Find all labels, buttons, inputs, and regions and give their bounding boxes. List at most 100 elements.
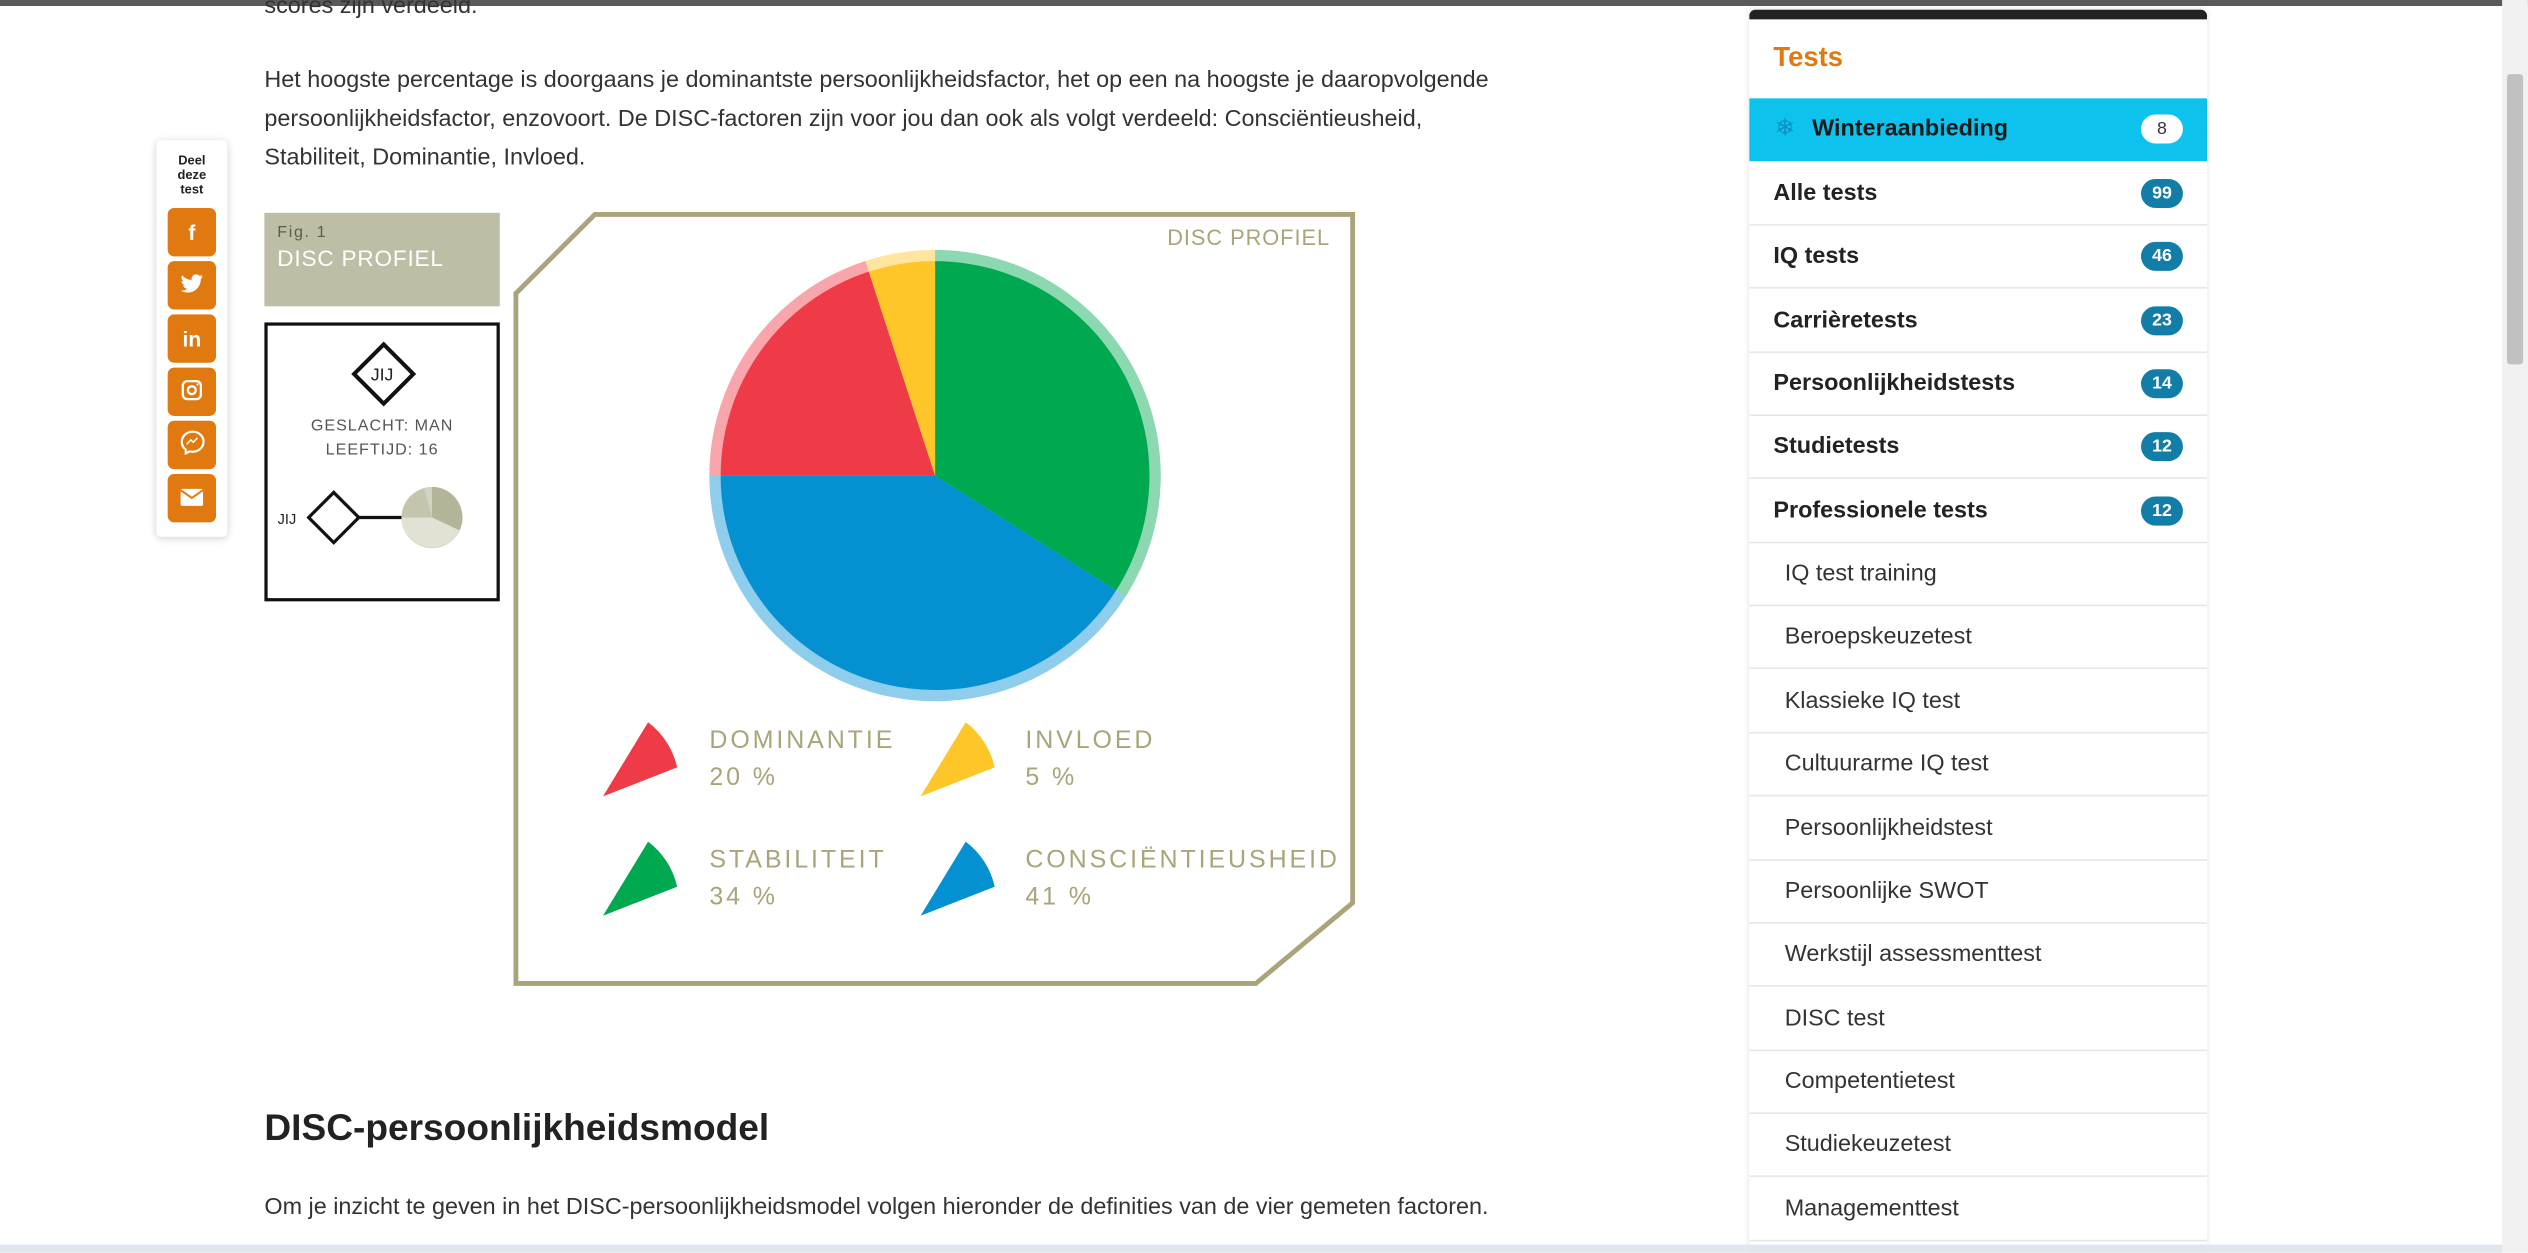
legend-value-dominantie: 20 % <box>709 764 778 792</box>
share-facebook-button[interactable]: f <box>167 207 217 257</box>
share-title-line: deze <box>177 167 207 183</box>
section-heading: DISC-persoonlijkheidsmodel <box>264 1105 770 1148</box>
share-twitter-button[interactable] <box>167 261 217 310</box>
sidebar-subitem[interactable]: Managementtest <box>1749 1179 2208 1242</box>
pie-slice-stabiliteit <box>935 261 1150 591</box>
sidebar-subitem[interactable]: Persoonlijke SWOT <box>1749 861 2208 924</box>
sidebar-subitem-label: Persoonlijkheidstest <box>1784 815 1993 842</box>
sidebar-item-label: Winteraanbieding <box>1812 116 2009 142</box>
pie-slice-dominantie <box>720 271 936 476</box>
intro-paragraph: Het hoogste percentage is doorgaans je d… <box>264 61 1554 177</box>
chart-caption: DISC PROFIEL <box>1167 225 1331 250</box>
figure-label: Fig. 1 DISC PROFIEL <box>264 212 500 307</box>
jij-label: JIJ <box>370 365 394 386</box>
count-badge: 23 <box>2141 306 2183 336</box>
jij-diamond-icon <box>351 341 417 407</box>
count-badge: 12 <box>2141 432 2183 462</box>
sidebar-item-studietests[interactable]: Studietests 12 <box>1749 416 2208 479</box>
profile-info-box: JIJ GESLACHT: MAN LEEFTIJD: 16 JIJ <box>264 322 500 602</box>
sidebar-top-bar <box>1749 9 2208 20</box>
sidebar-item-iq-tests[interactable]: IQ tests 46 <box>1749 226 2208 289</box>
sidebar-subitem[interactable]: Persoonlijkheidstest <box>1749 798 2208 861</box>
age-text: LEEFTIJD: 16 <box>325 441 439 460</box>
share-title-line: Deel <box>178 153 206 168</box>
legend-value-stabiliteit: 34 % <box>709 883 778 911</box>
section-text: Om je inzicht te geven in het DISC-perso… <box>264 1194 1489 1221</box>
jij-small-diamond-icon <box>306 490 362 545</box>
snowflake-icon: ❄ <box>1775 114 1796 142</box>
share-instagram-button[interactable] <box>167 367 217 416</box>
sidebar-item-label: Persoonlijkheidstests <box>1773 370 2016 397</box>
browser-top-bar <box>0 0 2528 6</box>
sidebar-subitem-label: DISC test <box>1784 1006 1885 1032</box>
sidebar-subitem[interactable]: Studiekeuzetest <box>1749 1114 2208 1177</box>
bottom-edge <box>0 1244 2503 1253</box>
legend-name-invloed: INVLOED <box>1025 727 1156 755</box>
sidebar-subitem[interactable]: Competentietest <box>1749 1051 2208 1115</box>
share-title-line: test <box>180 182 204 197</box>
sidebar-subitem[interactable]: Klassieke IQ test <box>1749 671 2208 734</box>
count-badge: 46 <box>2141 241 2183 271</box>
legend-swatch-invloed <box>920 722 995 797</box>
messenger-icon <box>179 430 204 459</box>
legend-name-dominantie: DOMINANTIE <box>709 727 896 755</box>
sidebar-subitem[interactable]: Cultuurarme IQ test <box>1749 734 2208 797</box>
facebook-icon: f <box>188 220 196 245</box>
legend-swatch-dominantie <box>602 722 678 797</box>
sidebar-subitem-label: Beroepskeuzetest <box>1784 623 1972 650</box>
figure-title: DISC PROFIEL <box>277 245 444 271</box>
sidebar-subitem-label: Studiekeuzetest <box>1784 1131 1952 1158</box>
sidebar-subitem-label: Klassieke IQ test <box>1784 688 1961 715</box>
sidebar-item-winteraanbieding[interactable]: ❄ Winteraanbieding 8 <box>1749 98 2208 162</box>
sidebar-item-persoonlijkheidstests[interactable]: Persoonlijkheidstests 14 <box>1749 353 2208 416</box>
pie-slice-invloed <box>868 261 936 476</box>
legend-value-consciëntieusheid: 41 % <box>1025 883 1094 911</box>
sidebar-item-professionele-tests[interactable]: Professionele tests 12 <box>1749 480 2208 544</box>
profile-info-graphic <box>306 341 463 549</box>
mini-pie-icon <box>401 486 463 549</box>
sidebar-item-carrieretests[interactable]: Carrièretests 23 <box>1749 290 2208 354</box>
sidebar-item-alle-tests[interactable]: Alle tests 99 <box>1749 163 2208 226</box>
count-badge: 12 <box>2141 496 2183 526</box>
intro-line: Stabiliteit, Dominantie, Invloed. <box>264 145 586 171</box>
email-icon <box>179 486 204 510</box>
page-scrollbar[interactable] <box>2502 0 2528 1253</box>
count-badge: 14 <box>2141 369 2183 399</box>
figure-number: Fig. 1 <box>277 224 328 242</box>
sidebar-subitem-label: Cultuurarme IQ test <box>1784 751 1989 778</box>
sidebar-subitem[interactable]: IQ test training <box>1749 543 2208 607</box>
count-badge: 8 <box>2141 114 2183 144</box>
scrollbar-thumb[interactable] <box>2506 74 2524 365</box>
legend-swatch-stabiliteit <box>602 841 678 916</box>
share-messenger-button[interactable] <box>167 420 217 470</box>
sidebar-item-label: Professionele tests <box>1773 498 1988 524</box>
sidebar-subitem[interactable]: Werkstijl assessmenttest <box>1749 924 2208 987</box>
count-badge: 99 <box>2141 178 2183 208</box>
share-panel: Deel deze test f in <box>156 140 228 537</box>
jij-small-label: JIJ <box>277 511 297 528</box>
legend-name-consciëntieusheid: CONSCIËNTIEUSHEID <box>1025 846 1340 874</box>
sidebar-subitem-label: Competentietest <box>1784 1068 1955 1095</box>
share-linkedin-button[interactable]: in <box>167 314 217 363</box>
disc-pie-chart <box>709 249 1161 702</box>
sidebar-subitem-label: IQ test training <box>1784 561 1937 587</box>
legend-name-stabiliteit: STABILITEIT <box>709 846 887 874</box>
sidebar-subitem[interactable]: Beroepskeuzetest <box>1749 606 2208 670</box>
sidebar-item-label: Alle tests <box>1773 180 1878 207</box>
intro-cut-line: scores zijn verdeeld. <box>264 0 478 20</box>
twitter-icon <box>180 273 204 297</box>
instagram-icon <box>181 378 204 405</box>
intro-line: persoonlijkheidsfactor, enzovoort. De DI… <box>264 106 1423 133</box>
sidebar-subitem[interactable]: DISC test <box>1749 988 2208 1052</box>
linkedin-icon: in <box>182 326 202 351</box>
share-title: Deel deze test <box>156 153 227 197</box>
pie-slice-consciëntieusheid <box>720 475 1117 691</box>
sidebar-subitem-label: Persoonlijke SWOT <box>1784 878 1989 905</box>
intro-line: Het hoogste percentage is doorgaans je d… <box>264 67 1489 94</box>
tests-sidebar: Tests ❄ Winteraanbieding 8 Alle tests 99… <box>1749 9 2208 1253</box>
share-email-button[interactable] <box>167 473 217 523</box>
sidebar-item-label: Studietests <box>1773 433 1900 460</box>
sidebar-title: Tests <box>1773 41 1843 73</box>
sidebar-item-label: Carrièretests <box>1773 307 1918 334</box>
